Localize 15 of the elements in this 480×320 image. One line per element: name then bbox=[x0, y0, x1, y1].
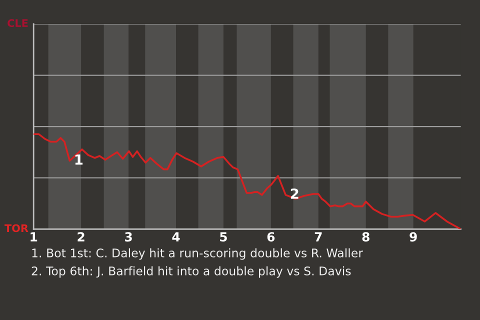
x-tick-label: 1 bbox=[30, 232, 38, 242]
text: 1. Bot 1st: C. Daley hit a run-scoring double vs R. Waller bbox=[32, 248, 364, 260]
text: CLE bbox=[8, 19, 28, 28]
annotation: 2 bbox=[290, 188, 298, 199]
x-tick-label: 6 bbox=[267, 232, 275, 242]
annotation: 1 bbox=[75, 154, 83, 165]
x-tick-label: 4 bbox=[172, 232, 180, 242]
x-tick-label: 9 bbox=[410, 232, 417, 242]
text: 2. Top 6th: J. Barfield hit into a double play vs S. Davis bbox=[32, 266, 351, 278]
x-tick-label: 2 bbox=[78, 232, 84, 242]
x-tick-label: 3 bbox=[125, 232, 132, 242]
x-tick-label: 7 bbox=[314, 232, 322, 242]
x-tick-label: 8 bbox=[362, 232, 370, 242]
x-tick-label: 5 bbox=[220, 232, 227, 242]
text: TOR bbox=[4, 224, 28, 232]
